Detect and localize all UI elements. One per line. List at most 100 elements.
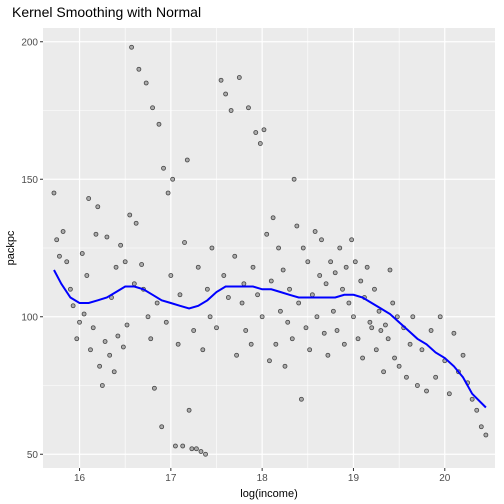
data-point xyxy=(255,292,260,298)
data-point xyxy=(446,391,452,397)
x-tick-label: 16 xyxy=(74,473,86,484)
data-point xyxy=(145,314,151,320)
data-point xyxy=(122,259,128,265)
data-point xyxy=(294,223,300,229)
y-axis-title: packpc xyxy=(5,230,17,265)
data-point xyxy=(163,319,169,325)
data-point xyxy=(64,259,70,265)
x-tick-label: 19 xyxy=(348,473,360,484)
data-point xyxy=(410,314,416,320)
data-point xyxy=(161,165,166,171)
data-point xyxy=(204,286,210,292)
data-point xyxy=(111,369,117,375)
data-point xyxy=(267,358,272,364)
data-point xyxy=(424,388,429,394)
data-point xyxy=(165,190,171,196)
data-point xyxy=(218,77,224,83)
data-point xyxy=(273,341,279,347)
data-point xyxy=(343,264,349,270)
data-point xyxy=(323,281,329,287)
data-point xyxy=(385,336,391,342)
x-axis-title: log(income) xyxy=(240,488,297,500)
data-point xyxy=(334,328,340,333)
data-point xyxy=(337,245,343,251)
data-points xyxy=(51,44,489,457)
data-point xyxy=(367,319,373,325)
data-point xyxy=(369,325,375,331)
data-point xyxy=(364,264,370,270)
data-point xyxy=(182,240,187,245)
data-point xyxy=(186,407,192,413)
data-point xyxy=(285,319,291,325)
y-ticks: 50 100 150 200 xyxy=(21,37,43,461)
data-point xyxy=(378,328,384,333)
data-point xyxy=(113,264,119,270)
data-point xyxy=(469,396,475,402)
data-point xyxy=(200,347,206,353)
data-point xyxy=(156,121,162,127)
data-point xyxy=(177,292,183,298)
x-ticks: 16 17 18 19 20 xyxy=(74,468,451,484)
data-point xyxy=(387,267,393,273)
data-point xyxy=(86,196,92,201)
data-point xyxy=(168,273,174,278)
data-point xyxy=(390,300,396,306)
data-point xyxy=(136,66,142,72)
data-point xyxy=(54,237,60,243)
data-point xyxy=(474,407,480,413)
grid xyxy=(43,28,495,468)
data-point xyxy=(340,286,345,292)
data-point xyxy=(225,295,231,300)
data-point xyxy=(115,333,121,339)
data-point xyxy=(97,363,103,369)
data-point xyxy=(360,355,365,361)
data-point xyxy=(330,308,336,314)
data-point xyxy=(152,385,157,391)
data-point xyxy=(358,278,364,284)
data-point xyxy=(77,319,82,325)
data-point xyxy=(451,330,457,336)
data-point xyxy=(241,281,247,287)
data-point xyxy=(139,262,145,267)
data-point xyxy=(143,80,149,86)
data-point xyxy=(191,328,197,333)
data-point xyxy=(289,336,295,342)
data-point xyxy=(175,341,181,347)
data-point xyxy=(483,432,489,438)
data-point xyxy=(307,347,313,353)
data-point xyxy=(120,344,126,350)
data-point xyxy=(250,264,256,270)
data-point xyxy=(239,300,245,306)
data-point xyxy=(314,314,320,320)
data-point xyxy=(79,251,85,256)
data-point xyxy=(81,311,87,317)
data-point xyxy=(407,341,413,347)
data-point xyxy=(102,339,108,344)
data-point xyxy=(223,91,229,97)
data-point xyxy=(383,322,388,328)
data-point xyxy=(282,363,288,369)
data-point xyxy=(332,270,338,276)
data-point xyxy=(276,245,281,251)
smooth-line xyxy=(53,269,487,409)
data-point xyxy=(234,352,239,358)
data-point xyxy=(376,308,382,314)
data-point xyxy=(228,108,234,113)
data-point xyxy=(280,267,286,273)
data-point xyxy=(51,190,57,196)
data-point xyxy=(253,130,259,135)
data-point xyxy=(99,383,105,388)
data-point xyxy=(232,253,238,259)
data-point xyxy=(287,286,292,292)
data-point xyxy=(195,264,201,270)
data-point xyxy=(129,44,134,50)
data-point xyxy=(257,141,263,146)
data-point xyxy=(184,157,190,163)
x-tick-label: 18 xyxy=(257,473,269,484)
data-point xyxy=(159,424,165,430)
data-point xyxy=(148,336,154,342)
data-point xyxy=(131,281,137,287)
data-point xyxy=(414,383,420,388)
data-point xyxy=(107,352,113,358)
data-point xyxy=(299,396,304,402)
